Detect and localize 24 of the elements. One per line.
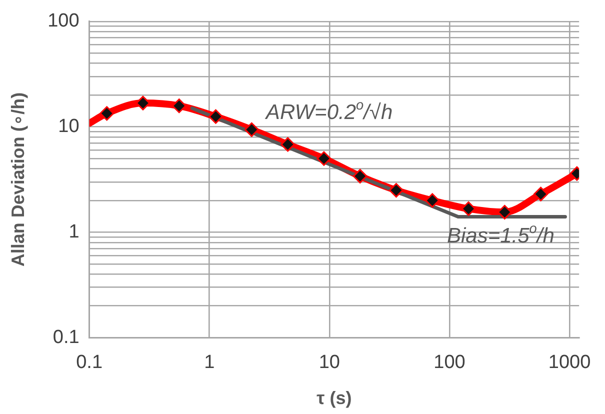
y-tick-label: 100	[48, 10, 80, 32]
point	[534, 186, 548, 202]
point	[100, 106, 114, 121]
point	[425, 193, 440, 208]
point	[280, 137, 296, 152]
point	[136, 96, 150, 110]
point	[244, 122, 259, 137]
y-tick-label: 1	[68, 221, 80, 242]
point	[352, 168, 368, 184]
point	[388, 183, 404, 198]
x-tick-label: 1000	[548, 352, 591, 374]
point	[461, 201, 476, 216]
x-axis-title: τ (s)	[316, 388, 352, 408]
point	[316, 151, 332, 166]
y-tick-label: 10	[58, 116, 80, 138]
point	[172, 98, 186, 114]
x-tick-label: 0.1	[76, 352, 103, 374]
x-tick-label: 1	[204, 352, 215, 374]
point	[497, 204, 512, 220]
y-tick-label: 0.1	[52, 326, 80, 348]
y-axis-title: Allan Deviation (∘/h)	[8, 92, 28, 267]
x-tick-label: 100	[434, 352, 466, 374]
x-tick-label: 10	[318, 352, 340, 374]
point	[208, 109, 223, 124]
